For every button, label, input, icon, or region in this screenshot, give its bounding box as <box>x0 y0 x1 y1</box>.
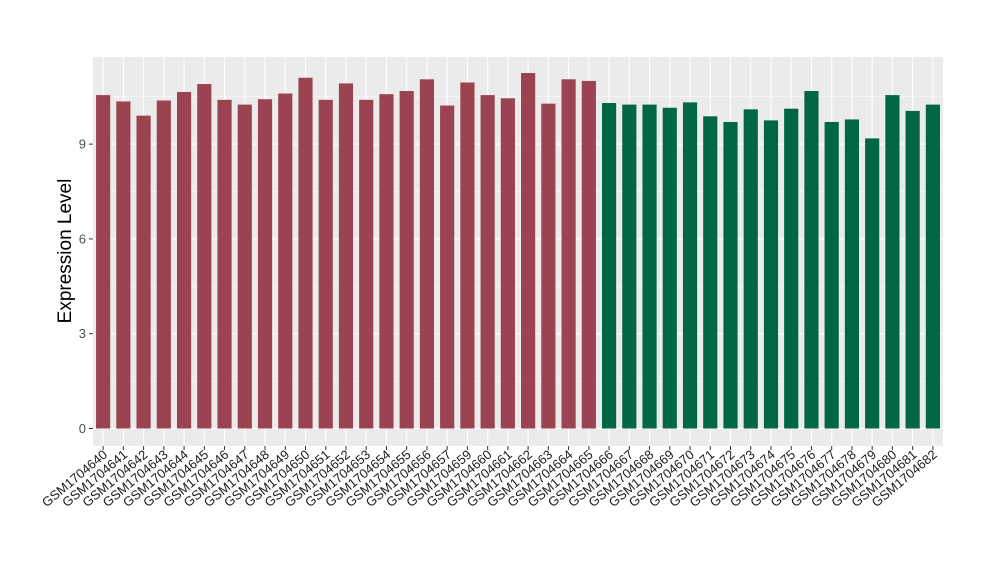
bar-GSM1704669 <box>662 107 677 429</box>
bar-GSM1704675 <box>784 108 799 429</box>
bar-GSM1704680 <box>885 95 900 429</box>
bar-GSM1704662 <box>521 73 536 429</box>
bars <box>96 73 940 429</box>
bar-GSM1704644 <box>176 91 192 429</box>
bar-GSM1704655 <box>399 91 414 429</box>
y-tick-label: 0 <box>79 421 86 436</box>
bar-GSM1704652 <box>338 83 354 429</box>
bar-GSM1704677 <box>824 121 839 429</box>
bar-GSM1704676 <box>804 91 819 429</box>
bar-GSM1704665 <box>581 80 596 429</box>
bar-GSM1704645 <box>197 84 212 429</box>
x-axis: GSM1704640GSM1704641GSM1704642GSM1704643… <box>39 446 940 510</box>
bar-GSM1704664 <box>561 79 576 429</box>
bar-GSM1704678 <box>844 119 860 429</box>
bar-GSM1704681 <box>905 110 920 429</box>
y-tick-label: 3 <box>79 326 86 341</box>
bar-GSM1704660 <box>480 95 495 429</box>
bar-GSM1704667 <box>622 104 637 429</box>
bar-GSM1704673 <box>743 109 758 429</box>
bar-GSM1704647 <box>237 104 252 429</box>
y-axis-title: Expression Level <box>55 179 76 324</box>
bar-GSM1704656 <box>419 79 435 429</box>
bar-GSM1704659 <box>460 82 475 429</box>
bar-GSM1704679 <box>865 138 880 429</box>
bar-GSM1704654 <box>379 94 394 429</box>
bar-GSM1704641 <box>116 101 131 429</box>
bar-GSM1704666 <box>601 103 617 429</box>
y-axis: 0 3 6 9 <box>79 137 93 436</box>
bar-GSM1704653 <box>359 99 374 429</box>
bar-GSM1704668 <box>642 104 657 429</box>
bar-GSM1704670 <box>682 102 698 429</box>
bar-GSM1704657 <box>440 105 455 429</box>
bar-GSM1704649 <box>278 93 293 429</box>
bar-GSM1704642 <box>136 115 151 429</box>
bar-GSM1704663 <box>541 103 556 429</box>
y-tick-label: 6 <box>79 231 86 246</box>
bar-GSM1704661 <box>500 98 515 429</box>
y-tick-label: 9 <box>79 137 86 152</box>
bar-GSM1704682 <box>925 104 940 429</box>
bar-GSM1704650 <box>298 77 313 429</box>
bar-GSM1704651 <box>318 99 333 429</box>
bar-GSM1704640 <box>96 95 111 429</box>
bar-GSM1704643 <box>156 100 171 429</box>
bar-GSM1704674 <box>763 120 779 429</box>
bar-GSM1704648 <box>257 99 273 429</box>
bar-GSM1704646 <box>217 99 232 429</box>
bar-GSM1704672 <box>723 121 738 429</box>
bar-GSM1704671 <box>703 116 718 429</box>
